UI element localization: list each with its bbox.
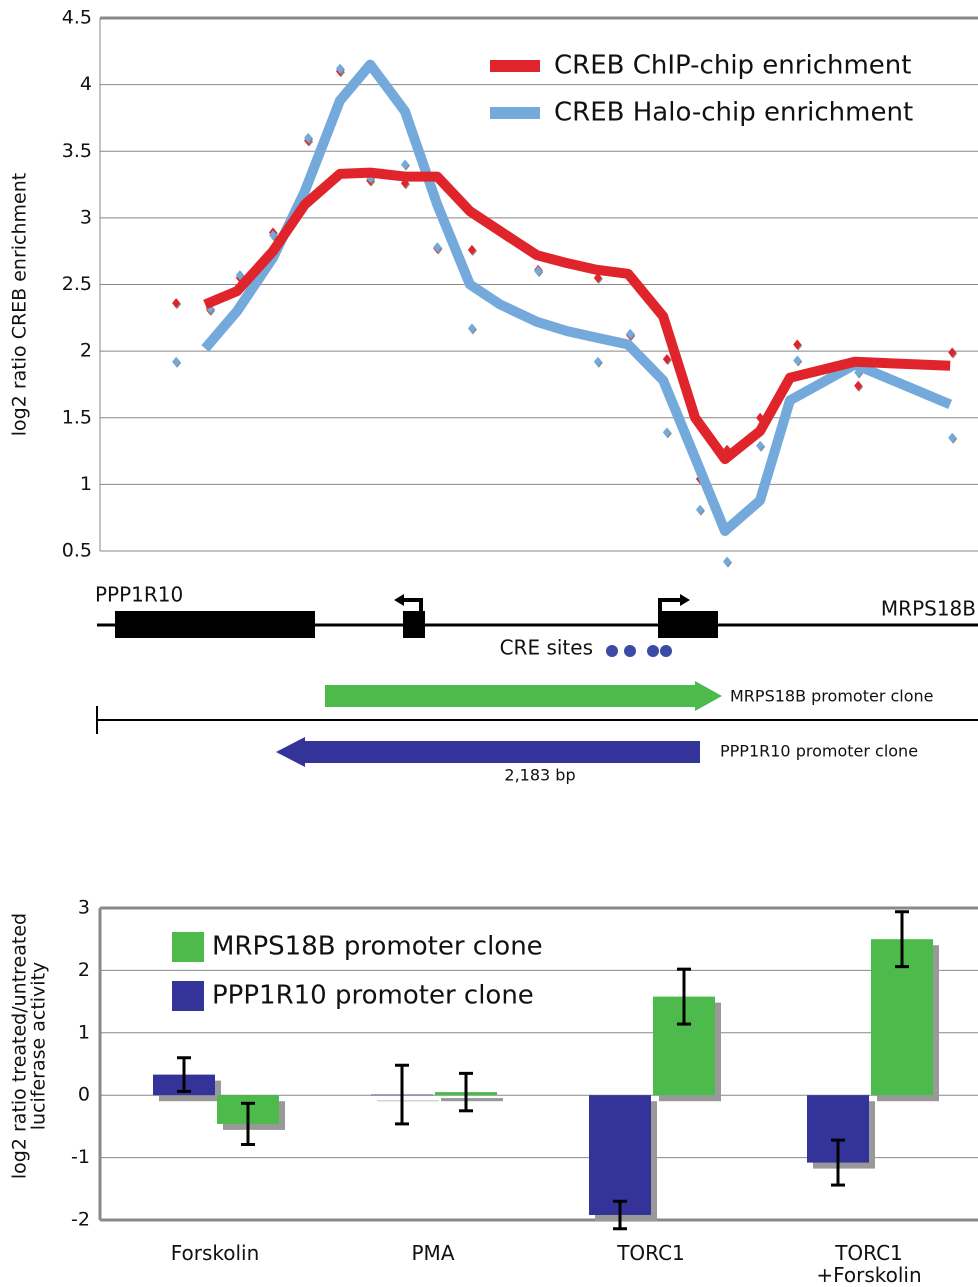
- data-point: [593, 272, 602, 283]
- error-bar: [831, 1138, 845, 1187]
- error-bar: [395, 1063, 409, 1126]
- data-point: [593, 356, 602, 367]
- data-point: [626, 328, 635, 339]
- clone-label: MRPS18B promoter clone: [730, 687, 934, 706]
- tss-arrow-head: [680, 594, 690, 606]
- y-tick-label: 0.5: [62, 540, 92, 562]
- scale-label: 2,183 bp: [504, 766, 575, 785]
- gene-label: MRPS18B: [881, 597, 976, 621]
- gene-label: PPP1R10: [95, 583, 183, 607]
- x-tick-label: Forskolin: [170, 1241, 260, 1265]
- data-point: [793, 355, 802, 366]
- y-tick-label: 3: [80, 206, 92, 228]
- y-tick-label: 1: [78, 1021, 90, 1043]
- data-point: [467, 244, 476, 255]
- cre-site: [606, 645, 618, 657]
- cre-label: CRE sites: [500, 636, 593, 660]
- y-tick-label: 0: [78, 1084, 90, 1106]
- data-line: [203, 167, 951, 465]
- exon: [115, 611, 315, 638]
- data-point: [172, 298, 181, 309]
- exon: [403, 611, 425, 638]
- y-axis-label: log2 ratio CREB enrichment: [9, 173, 31, 437]
- legend-swatch: [172, 932, 204, 962]
- y-tick-label: 2: [78, 959, 90, 981]
- y-tick-label: 1: [80, 473, 92, 495]
- y-tick-label: 2.5: [62, 273, 92, 295]
- cre-site: [624, 645, 636, 657]
- cre-site: [647, 645, 659, 657]
- tss-arrow-head: [394, 594, 404, 606]
- y-axis-label: luciferase activity: [28, 962, 50, 1131]
- y-axis-label: log2 ratio treated/untreated: [9, 913, 31, 1179]
- gene-diagram: PPP1R10 MRPS18B CRE sites MRPS18B promot…: [95, 583, 978, 785]
- legend-label: CREB ChIP-chip enrichment: [554, 51, 911, 81]
- x-tick-label: TORC1: [617, 1241, 685, 1265]
- legend-swatch: [172, 981, 204, 1011]
- clone-arrow: [276, 737, 700, 767]
- data-point: [304, 132, 313, 143]
- y-tick-label: 3.5: [62, 140, 92, 162]
- data-point: [433, 242, 442, 253]
- error-bar: [177, 1056, 191, 1093]
- data-point: [400, 159, 409, 170]
- data-point: [467, 323, 476, 334]
- clone-label: PPP1R10 promoter clone: [720, 742, 918, 761]
- tss-arrow: [402, 598, 423, 611]
- data-point: [722, 556, 731, 567]
- error-bar: [459, 1071, 473, 1113]
- y-tick-label: -1: [71, 1146, 90, 1168]
- legend-label: PPP1R10 promoter clone: [212, 981, 534, 1011]
- data-point: [662, 354, 671, 365]
- clone-arrow: [325, 681, 722, 711]
- y-tick-label: 3: [78, 897, 90, 919]
- data-line: [201, 59, 953, 537]
- legend-label: CREB Halo-chip enrichment: [554, 98, 913, 128]
- error-bar: [895, 910, 909, 969]
- error-bar: [677, 967, 691, 1026]
- data-point: [948, 432, 957, 443]
- y-tick-label: 4.5: [62, 7, 92, 29]
- y-tick-label: -2: [71, 1209, 90, 1231]
- error-bar: [241, 1101, 255, 1146]
- data-point: [793, 339, 802, 350]
- bar-shadow: [441, 1098, 503, 1102]
- y-tick-label: 1.5: [62, 406, 92, 428]
- tss-arrow: [658, 598, 682, 611]
- bar-shadow: [377, 1100, 439, 1102]
- error-bar: [613, 1199, 627, 1231]
- data-point: [172, 356, 181, 367]
- cre-site: [660, 645, 672, 657]
- y-tick-label: 4: [80, 73, 92, 95]
- data-point: [235, 270, 244, 281]
- data-point: [534, 266, 543, 277]
- data-point: [948, 347, 957, 358]
- y-tick-label: 2: [80, 340, 92, 362]
- data-point: [662, 427, 671, 438]
- data-point: [268, 230, 277, 241]
- data-point: [756, 440, 765, 451]
- x-tick-label: TORC1 +Forskolin: [816, 1241, 922, 1287]
- data-point: [335, 63, 344, 74]
- data-point: [854, 380, 863, 391]
- exon: [658, 611, 718, 638]
- x-tick-label: PMA: [411, 1241, 455, 1265]
- data-point: [695, 504, 704, 515]
- bar: [589, 1095, 651, 1216]
- legend-label: MRPS18B promoter clone: [212, 932, 543, 962]
